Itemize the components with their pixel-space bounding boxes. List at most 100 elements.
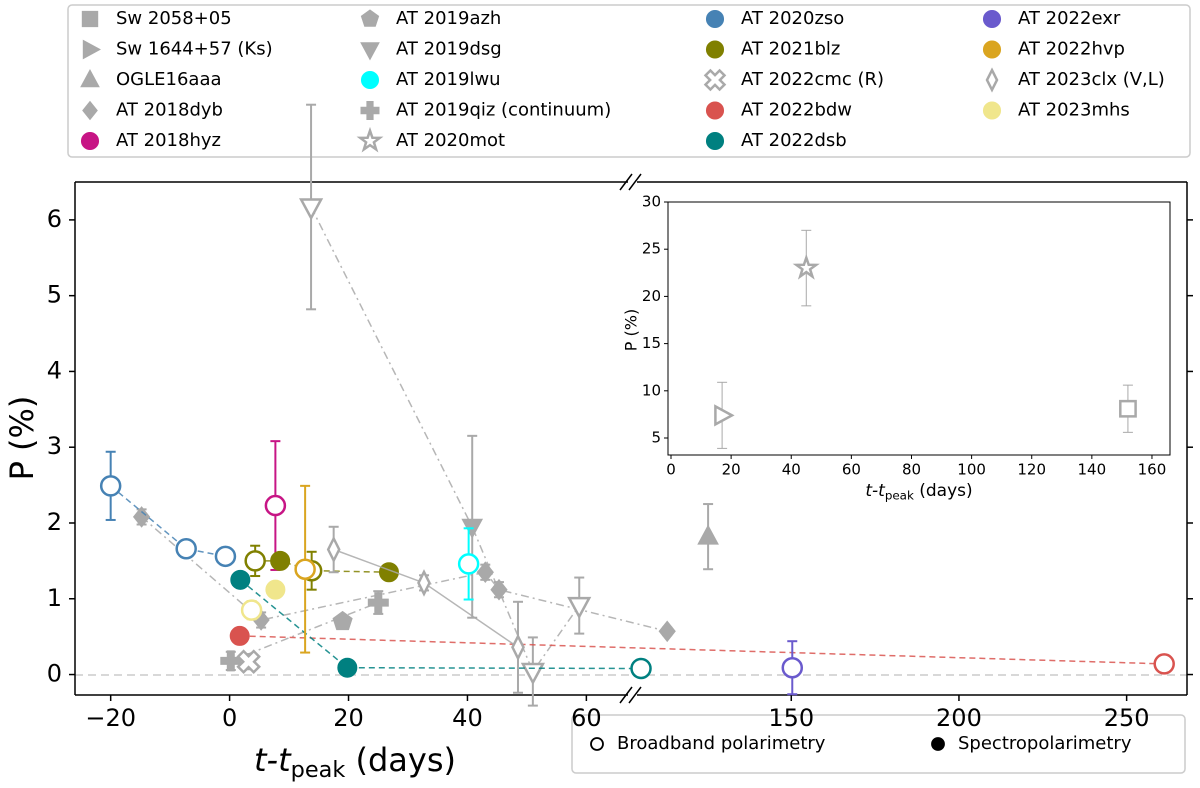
legend-marker <box>982 40 1002 59</box>
legend-label: OGLE16aaa <box>116 69 222 90</box>
inset-y-tick-label: 20 <box>642 287 661 305</box>
inset-x-tick-label: 20 <box>722 461 741 479</box>
data-point <box>132 506 151 528</box>
legend-label: AT 2022bdw <box>741 100 852 121</box>
data-point <box>457 553 480 575</box>
series-line <box>310 206 580 674</box>
data-point <box>337 657 358 678</box>
legend-label: AT 2018dyb <box>116 100 223 121</box>
y-tick-label: 4 <box>47 356 62 384</box>
x-axis-label: t-tpeak (days) <box>254 741 456 783</box>
data-point <box>294 558 316 580</box>
inset-x-tick-label: 40 <box>782 461 801 479</box>
inset-x-tick-label: 80 <box>902 461 921 479</box>
legend-label: AT 2021blz <box>741 39 840 60</box>
x-tick-label: 0 <box>222 704 237 732</box>
data-point <box>332 610 353 631</box>
inset-y-axis-label: P (%) <box>622 309 641 351</box>
legend-label: AT 2019lwu <box>396 69 501 90</box>
x-tick-label: 20 <box>333 704 364 732</box>
data-point <box>244 550 266 572</box>
data-point <box>630 657 652 680</box>
legend-marker <box>360 70 380 90</box>
style-legend-label: Broadband polarimetry <box>617 733 826 754</box>
legend-label: AT 2022hvp <box>1018 39 1125 60</box>
data-point <box>417 569 431 597</box>
legend-label: AT 2020mot <box>396 130 505 151</box>
y-tick-label: 1 <box>47 584 62 612</box>
legend-marker <box>80 131 100 151</box>
inset-y-tick-label: 5 <box>651 429 661 447</box>
inset-y-tick-label: 30 <box>642 193 661 211</box>
inset-x-axis-label-part: t-t <box>865 481 886 501</box>
data-point <box>511 633 525 662</box>
legend-marker <box>982 101 1002 120</box>
data-point <box>781 656 804 679</box>
legend-marker <box>705 101 725 120</box>
data-point <box>265 579 286 600</box>
legend-label: Sw 2058+05 <box>116 8 232 29</box>
style-legend-box <box>571 714 1186 774</box>
data-point <box>240 599 263 621</box>
data-point <box>792 253 820 280</box>
legend-marker <box>360 9 380 27</box>
style-legend-marker <box>931 737 945 751</box>
legend-marker <box>82 100 98 121</box>
legend-label: Sw 1644+57 (Ks) <box>116 39 273 60</box>
y-tick-label: 3 <box>47 432 62 460</box>
data-point <box>658 620 676 643</box>
data-point <box>229 625 250 646</box>
data-point <box>230 569 251 590</box>
data-point <box>520 662 545 686</box>
legend-label: AT 2022exr <box>1018 8 1121 29</box>
series-line <box>110 485 226 558</box>
inset-x-tick-label: 120 <box>1017 461 1046 479</box>
series-line <box>239 635 1165 665</box>
y-tick-label: 5 <box>47 281 62 309</box>
x-tick-label: 60 <box>571 704 602 732</box>
legend-label: AT 2023clx (V,L) <box>1018 69 1165 90</box>
legend-marker <box>705 9 725 29</box>
legend-marker <box>81 10 99 28</box>
legend-marker <box>703 68 727 92</box>
data-point <box>326 535 341 564</box>
legend-box <box>67 4 1191 158</box>
data-point <box>714 404 735 427</box>
legend-label: AT 2020zso <box>741 8 844 29</box>
x-tick-label: 250 <box>1104 704 1150 732</box>
x-tick-label: 200 <box>936 704 982 732</box>
legend-label: AT 2019dsg <box>396 39 502 60</box>
inset-y-tick-label: 15 <box>642 334 661 352</box>
inset-x-axis-label-part: peak <box>885 488 914 502</box>
series-line <box>333 548 519 648</box>
inset-x-tick-label: 140 <box>1078 461 1107 479</box>
legend-label: AT 2018hyz <box>116 130 221 151</box>
data-point <box>1119 399 1137 418</box>
x-axis-label-part: (days) <box>345 741 456 779</box>
x-tick-label: 40 <box>452 704 483 732</box>
data-point <box>1153 653 1175 675</box>
y-tick-label: 0 <box>47 660 62 688</box>
data-point <box>367 592 389 614</box>
x-tick-label: −20 <box>85 704 136 732</box>
legend-marker <box>360 42 380 61</box>
y-axis-label: P (%) <box>3 396 41 481</box>
series-line <box>141 516 668 633</box>
inset-y-tick-label: 10 <box>642 381 661 399</box>
legend-marker <box>985 67 999 93</box>
data-point <box>214 545 237 568</box>
x-axis-label-part: t-t <box>254 741 292 779</box>
x-axis-label-part: peak <box>291 757 346 783</box>
legend-marker <box>356 126 384 153</box>
inset-x-tick-label: 60 <box>842 461 861 479</box>
style-legend-label: Spectropolarimetry <box>958 733 1132 754</box>
data-point <box>220 650 242 672</box>
y-tick-label: 6 <box>47 205 62 233</box>
inset-x-axis-label-part: (days) <box>914 481 973 501</box>
inset-x-tick-label: 0 <box>666 461 676 479</box>
inset-y-tick-label: 25 <box>642 240 661 258</box>
axes-frame <box>74 173 1188 704</box>
data-point <box>299 198 324 221</box>
y-tick-label: 2 <box>47 508 62 536</box>
